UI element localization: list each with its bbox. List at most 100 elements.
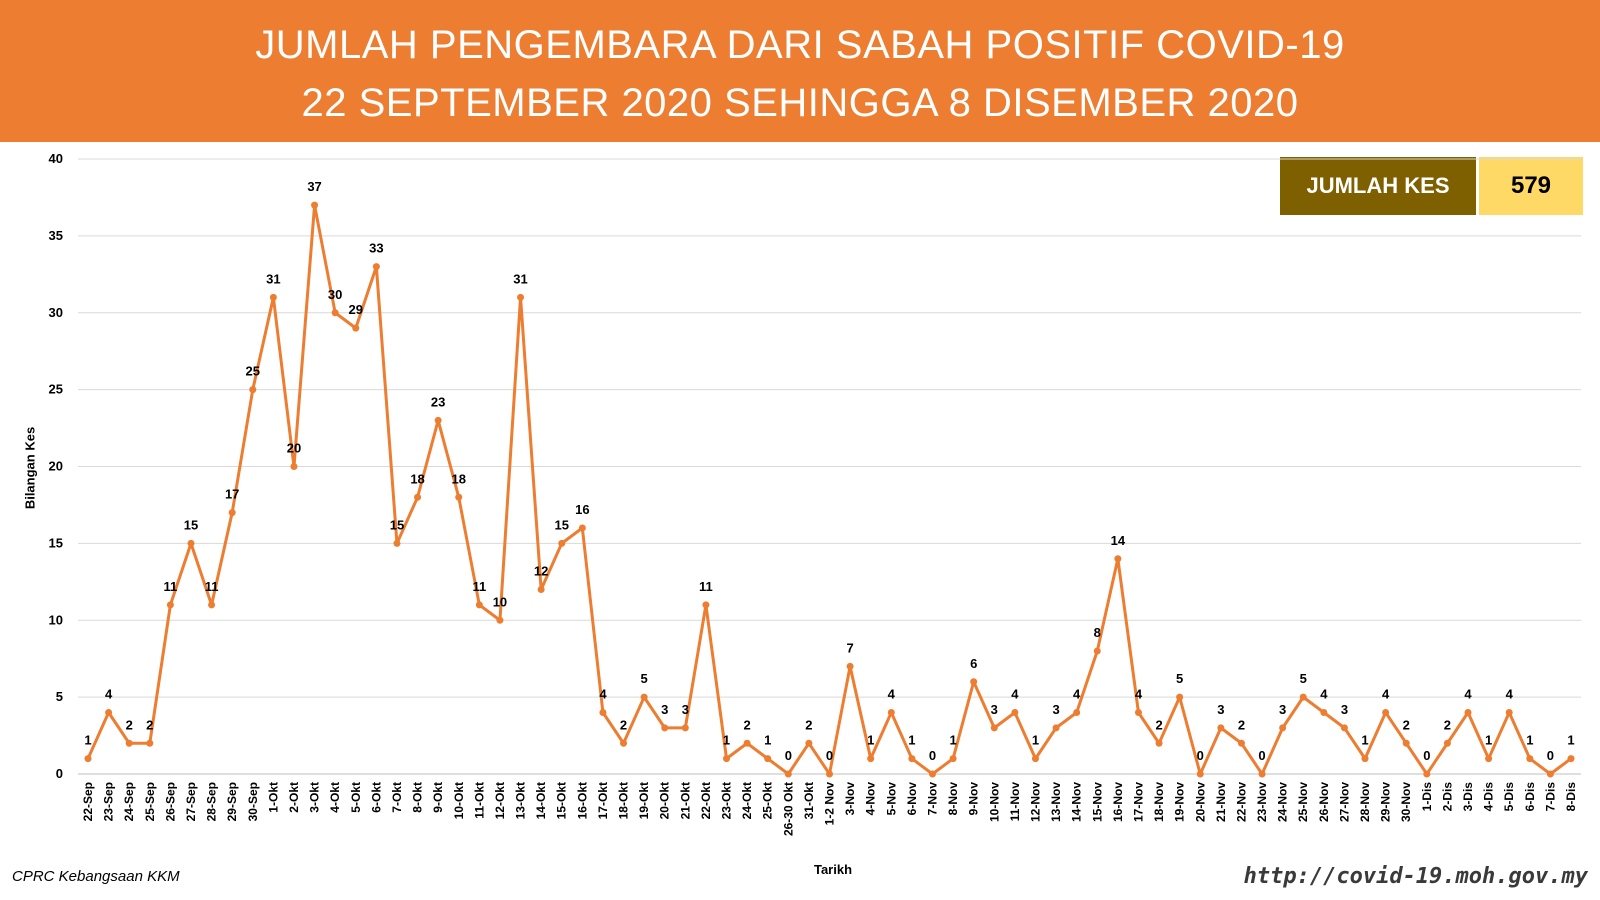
x-tick-label: 19-Okt [637, 782, 651, 819]
data-point [434, 416, 442, 424]
x-tick-label: 15-Nov [1090, 782, 1104, 822]
data-point [1567, 755, 1575, 763]
x-tick-label: 3-Nov [843, 782, 857, 816]
data-point [414, 493, 422, 501]
data-point [1217, 724, 1225, 732]
data-point [640, 693, 648, 701]
data-label: 2 [1238, 717, 1245, 732]
data-point [723, 755, 731, 763]
data-point [228, 509, 236, 517]
data-label: 4 [888, 687, 896, 702]
data-label: 0 [826, 748, 833, 763]
data-label: 5 [1300, 671, 1307, 686]
data-label: 0 [785, 748, 792, 763]
source-text: CPRC Kebangsaan KKM [12, 868, 180, 885]
data-label: 8 [1094, 625, 1101, 640]
data-point [331, 309, 339, 317]
data-label: 4 [1382, 687, 1390, 702]
x-tick-label: 23-Okt [720, 782, 734, 819]
data-point [125, 739, 133, 747]
x-tick-label: 25-Okt [761, 782, 775, 819]
website-url: http://covid-19.moh.gov.my [1243, 864, 1588, 889]
x-tick-label: 17-Nov [1131, 782, 1145, 822]
data-label: 3 [1052, 702, 1059, 717]
data-label: 1 [908, 733, 915, 748]
data-point [1176, 693, 1184, 701]
x-tick-label: 4-Nov [864, 782, 878, 816]
data-point [1505, 709, 1513, 716]
x-tick-label: 17-Okt [596, 782, 610, 819]
data-point [1443, 739, 1451, 747]
x-tick-label: 2-Okt [287, 782, 301, 813]
x-tick-label: 1-Okt [266, 782, 280, 813]
x-tick-label: 30-Sep [246, 782, 260, 821]
data-point [475, 601, 483, 609]
y-tick-label: 15 [49, 535, 63, 550]
data-point [105, 709, 113, 716]
chart-title-line-2: 22 SEPTEMBER 2020 SEHINGGA 8 DISEMBER 20… [301, 81, 1299, 125]
data-label: 4 [1073, 687, 1081, 702]
data-point [208, 601, 216, 609]
x-tick-label: 5-Dis [1502, 782, 1516, 812]
x-tick-label: 15-Okt [555, 782, 569, 819]
data-label: 23 [431, 394, 445, 409]
x-tick-label: 4-Dis [1482, 782, 1496, 812]
data-label: 2 [126, 717, 133, 732]
data-label: 29 [349, 302, 363, 317]
data-label: 33 [369, 241, 383, 256]
x-tick-label: 24-Okt [740, 782, 754, 819]
data-point [661, 724, 669, 732]
x-tick-label: 8-Nov [946, 782, 960, 816]
data-point [1423, 770, 1431, 778]
x-tick-label: 29-Sep [225, 782, 239, 821]
data-label: 0 [1258, 748, 1265, 763]
chart-title-line-1: JUMLAH PENGEMBARA DARI SABAH POSITIF COV… [255, 23, 1345, 67]
data-point [1073, 709, 1081, 716]
x-tick-label: 1-2 Nov [823, 782, 837, 826]
x-tick-label: 30-Nov [1399, 782, 1413, 822]
data-label: 2 [146, 717, 153, 732]
data-point [908, 755, 916, 763]
data-point [249, 386, 257, 394]
data-label: 20 [287, 441, 301, 456]
data-label: 16 [575, 502, 589, 517]
data-label: 4 [1506, 687, 1514, 702]
data-point [1526, 755, 1534, 763]
y-axis-label: Bilangan Kes [22, 426, 38, 510]
x-tick-label: 26-Nov [1317, 782, 1331, 822]
y-tick-label: 20 [49, 459, 63, 474]
data-point [1340, 724, 1348, 732]
data-label: 3 [661, 702, 668, 717]
x-tick-label: 10-Okt [452, 782, 466, 819]
x-axis-label: Tarikh [813, 862, 853, 877]
x-tick-label: 28-Sep [205, 782, 219, 821]
x-tick-label: 7-Dis [1543, 782, 1557, 812]
x-tick-label: 14-Nov [1070, 782, 1084, 822]
data-point [1361, 755, 1369, 763]
x-tick-label: 4-Okt [328, 782, 342, 813]
data-label: 15 [184, 517, 198, 532]
data-label: 0 [1423, 748, 1430, 763]
data-point [558, 539, 566, 547]
x-tick-label: 13-Okt [514, 782, 528, 819]
data-label: 1 [1361, 733, 1368, 748]
data-point [928, 770, 936, 778]
data-label: 3 [991, 702, 998, 717]
x-tick-label: 26-30 Okt [781, 782, 795, 836]
data-label: 25 [246, 364, 260, 379]
data-label: 11 [699, 579, 713, 594]
data-point [352, 324, 360, 332]
data-point [1031, 755, 1039, 763]
x-tick-label: 11-Okt [472, 782, 486, 819]
x-tick-label: 6-Okt [369, 782, 383, 813]
data-point [867, 755, 875, 763]
data-label: 14 [1111, 533, 1126, 548]
x-tick-label: 16-Okt [575, 782, 589, 819]
x-tick-label: 8-Dis [1564, 782, 1578, 812]
y-tick-label: 40 [49, 151, 63, 166]
x-tick-label: 18-Nov [1152, 782, 1166, 822]
data-label: 2 [1155, 717, 1162, 732]
data-label: 11 [472, 579, 486, 594]
data-point [1093, 647, 1101, 655]
x-tick-label: 21-Okt [678, 782, 692, 819]
